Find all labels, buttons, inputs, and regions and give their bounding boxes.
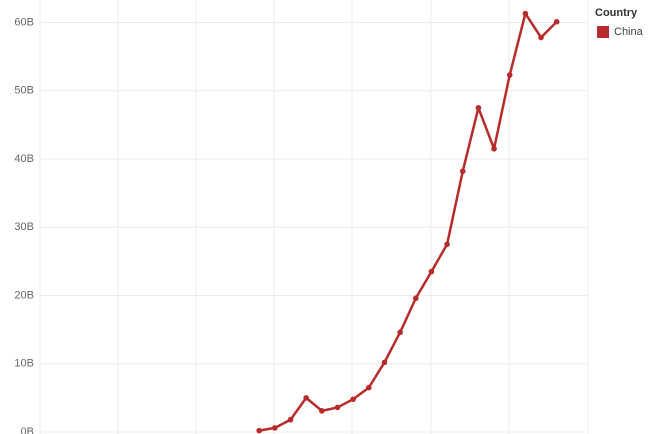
point [350,396,356,403]
point [272,425,278,431]
y-tick-label: 0B [21,426,34,434]
point [287,416,294,423]
y-tick-label: 10B [14,358,34,370]
point [538,34,544,41]
point [256,427,263,434]
point [334,404,341,411]
vertical-grid [39,0,589,434]
y-tick-label: 30B [14,221,34,233]
point [491,145,497,152]
point [553,18,560,25]
point [459,168,466,175]
point [506,72,513,78]
legend-label: China [614,26,644,38]
point [397,329,403,336]
point [366,384,372,391]
point [381,359,388,366]
point [412,295,419,302]
y-tick-label: 60B [14,16,34,28]
point [428,268,435,275]
series-line [258,12,558,432]
y-tick-label: 20B [14,289,34,301]
point [303,395,309,401]
y-tick-label: 50B [14,85,34,97]
legend-title: Country [595,7,638,19]
point [522,10,529,17]
y-tick-label: 40B [14,153,34,165]
point [475,104,482,111]
legend-swatch [597,26,609,38]
point [319,408,325,414]
point [444,241,450,248]
